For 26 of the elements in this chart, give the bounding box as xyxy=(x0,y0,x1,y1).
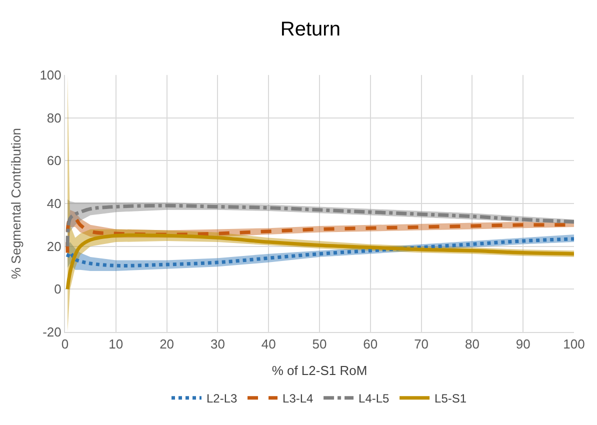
legend-label: L2-L3 xyxy=(206,392,238,406)
y-tick-label: -20 xyxy=(42,324,62,340)
chart-title: Return xyxy=(280,18,340,40)
x-tick-label: 10 xyxy=(108,336,124,352)
x-tick-label: 40 xyxy=(261,336,276,352)
y-tick-label: 40 xyxy=(46,196,62,212)
x-tick-label: 50 xyxy=(312,336,327,352)
x-tick-label: 30 xyxy=(210,336,225,352)
x-tick-label: 70 xyxy=(414,336,429,352)
legend-label: L4-L5 xyxy=(358,392,390,406)
x-tick-label: 90 xyxy=(516,336,530,352)
y-tick-label: 100 xyxy=(40,68,62,83)
y-axis-title: % Segmental Contribution xyxy=(8,128,24,280)
y-tick-label: 0 xyxy=(54,282,62,297)
legend-label: L3-L4 xyxy=(282,392,314,406)
x-tick-label: 80 xyxy=(464,336,480,352)
line-series xyxy=(66,233,574,291)
legend-label: L5-S1 xyxy=(434,392,467,406)
y-tick-label: 20 xyxy=(46,238,62,254)
y-tick-label: 80 xyxy=(46,110,62,126)
x-tick-label: 60 xyxy=(363,336,378,352)
line-series xyxy=(66,204,574,248)
x-tick-label: 100 xyxy=(563,336,585,352)
x-tick-label: 20 xyxy=(160,336,174,352)
x-axis-title: % of L2-S1 RoM xyxy=(272,363,368,378)
y-tick-label: 60 xyxy=(46,153,62,168)
